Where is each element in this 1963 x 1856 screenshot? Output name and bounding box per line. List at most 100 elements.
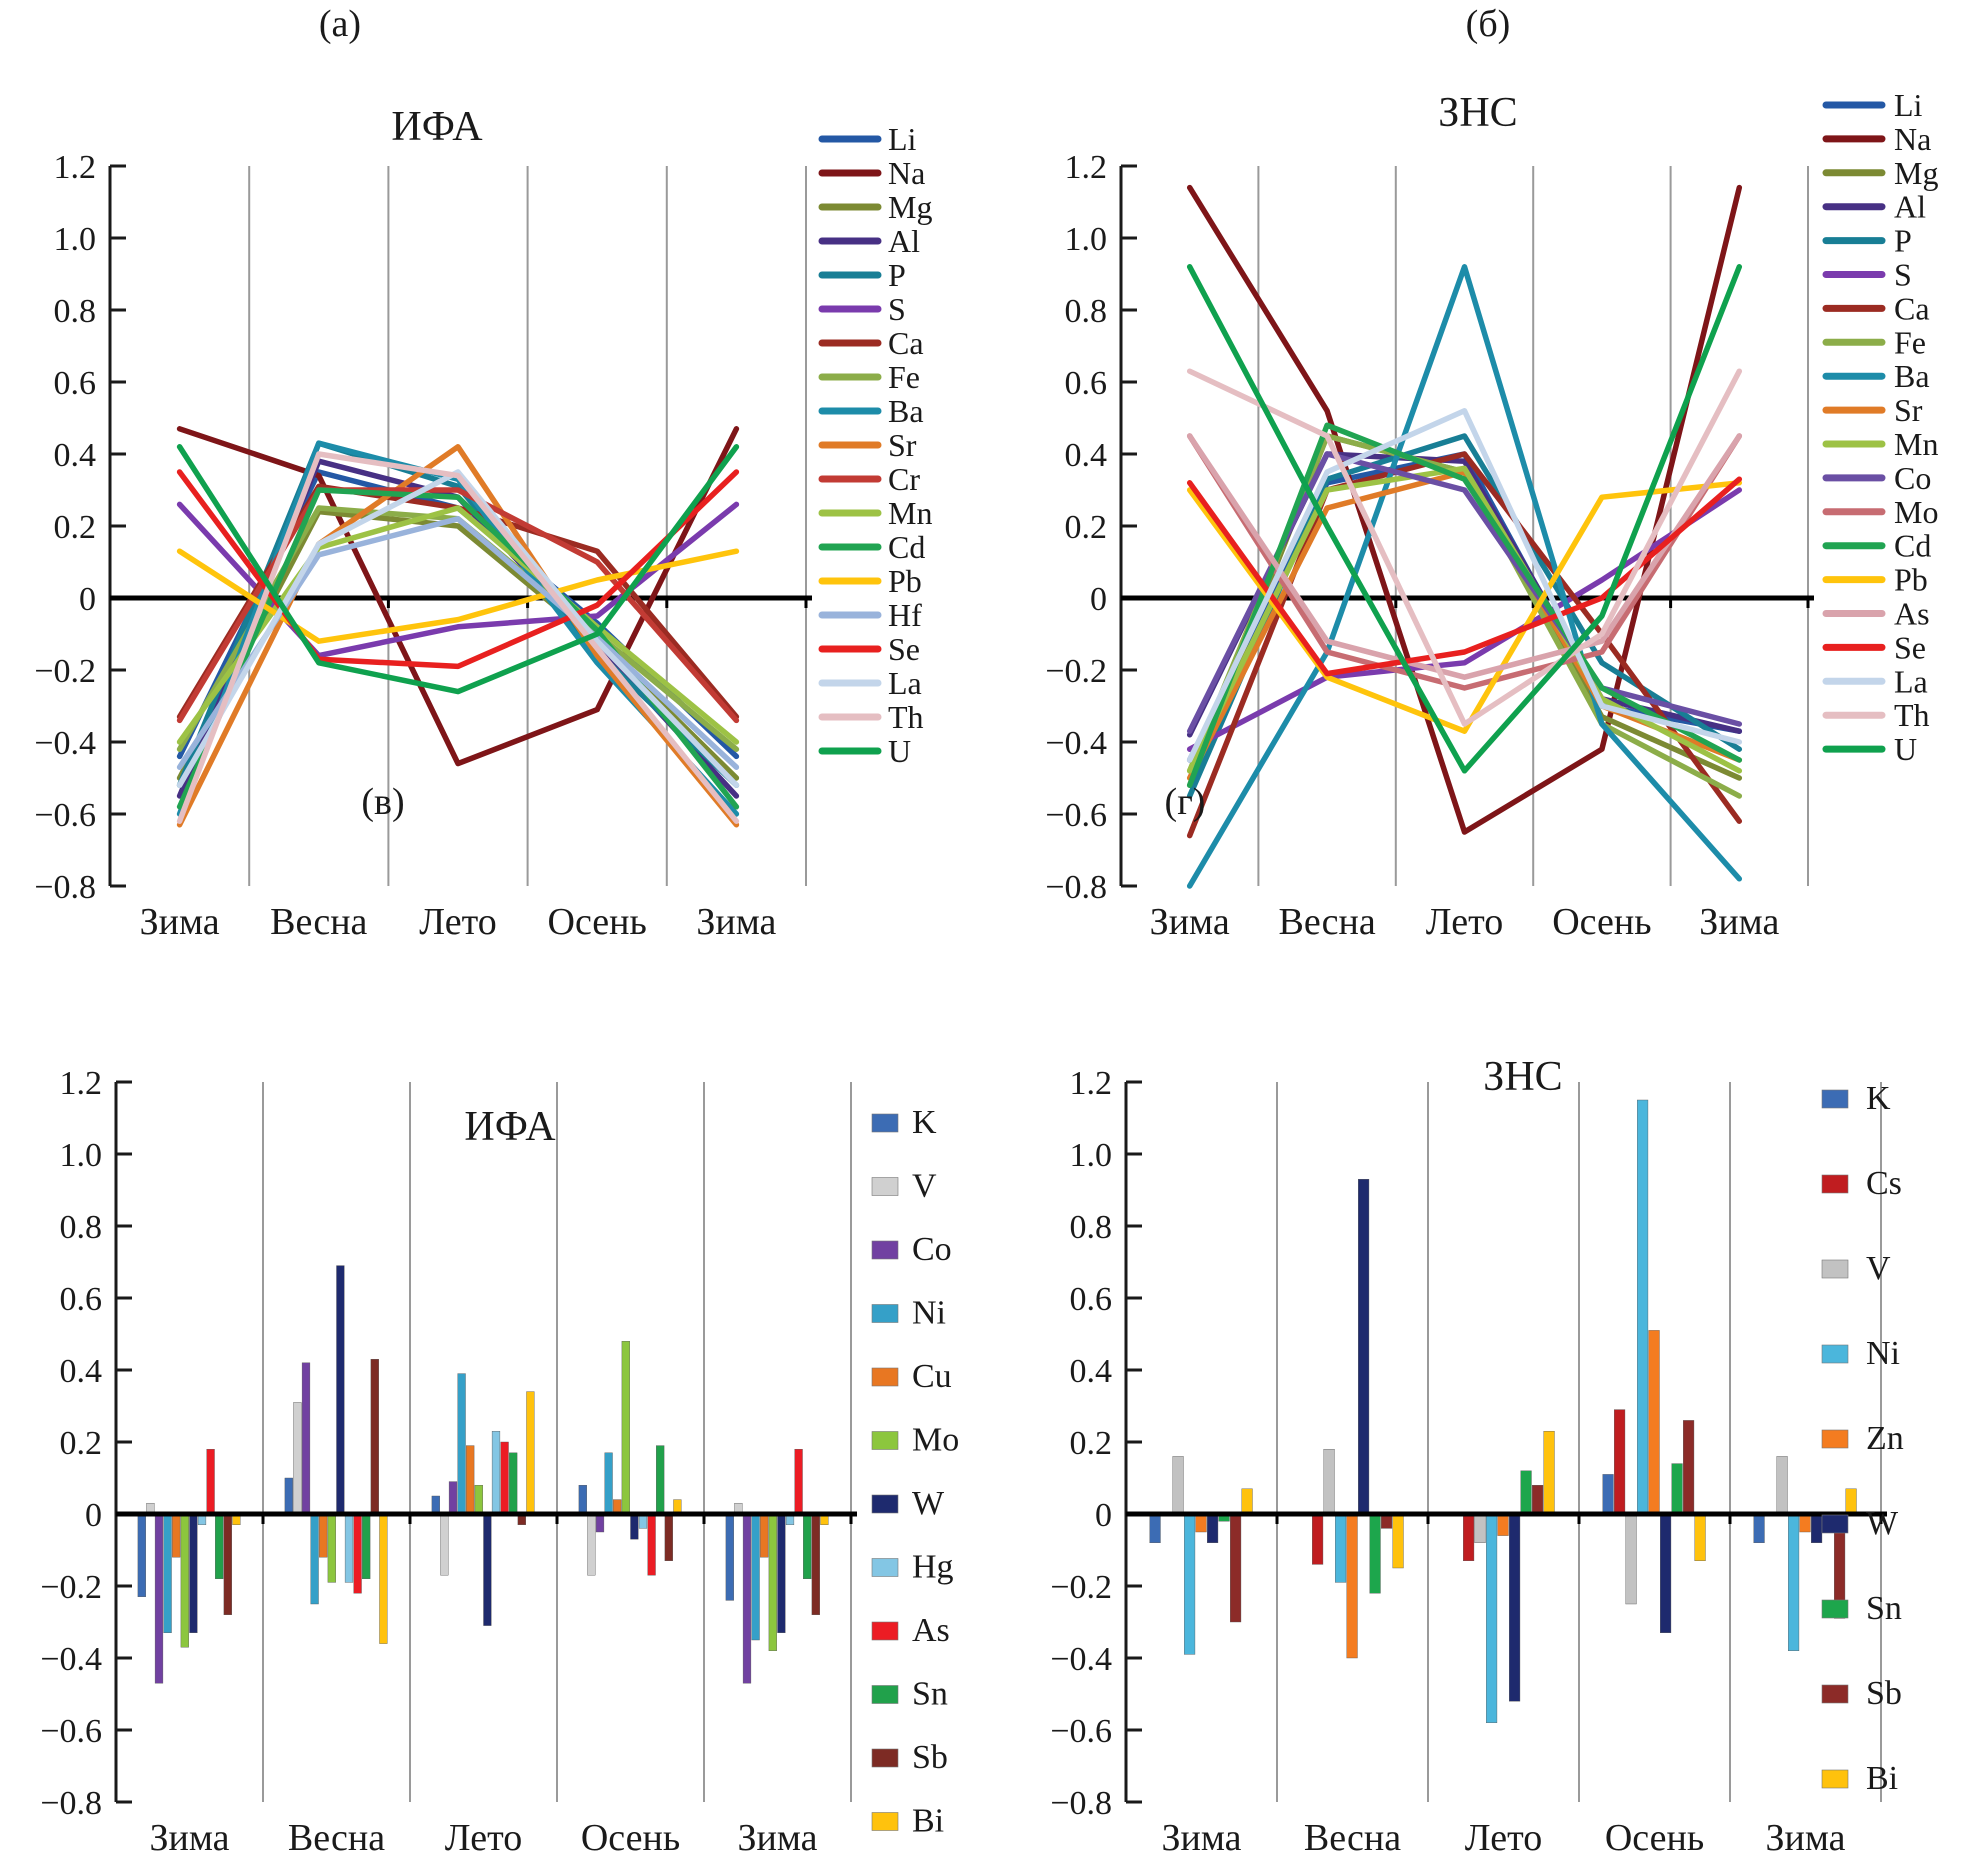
y-tick-label: 1.0 — [1065, 221, 1108, 258]
line-series-Ba — [1186, 264, 1743, 889]
bar-Cu — [319, 1513, 328, 1558]
legend-label-P: P — [1894, 223, 1912, 259]
bar-Co — [595, 1513, 605, 1533]
legend-swatch-Bi — [871, 1812, 899, 1831]
bar-Zn — [1497, 1513, 1509, 1536]
line-series-U — [1186, 264, 1743, 774]
bar-Ni — [1637, 1099, 1649, 1515]
legend-label-Th: Th — [1894, 697, 1930, 733]
y-tick-label: 0 — [1090, 581, 1107, 618]
bar-Zn — [1648, 1330, 1660, 1515]
bar-Mo — [768, 1513, 777, 1652]
season-label: Весна — [1278, 901, 1375, 943]
bar-Zn — [1799, 1513, 1811, 1533]
y-tick-label: −0.6 — [34, 797, 96, 834]
bar-K — [431, 1495, 440, 1515]
legend-label-Mg: Mg — [888, 189, 932, 225]
legend-swatch-As — [871, 1621, 899, 1641]
legend-label-Hg: Hg — [912, 1549, 954, 1586]
legend-label-La: La — [1894, 663, 1928, 699]
bar-Bi — [1392, 1513, 1404, 1569]
legend-label-P: P — [888, 257, 906, 293]
legend-label-S: S — [888, 291, 906, 327]
panel-d-title: ЗНС — [1483, 1054, 1562, 1100]
legend-swatch-W — [1821, 1514, 1849, 1534]
bar-Sn — [1369, 1513, 1381, 1594]
legend-swatch-Cs — [1821, 1174, 1849, 1194]
bar-K — [1602, 1474, 1614, 1515]
y-tick-label: −0.4 — [34, 725, 96, 762]
bar-Ni — [604, 1452, 613, 1515]
bar-Sb — [1230, 1513, 1242, 1623]
bar-Cu — [172, 1513, 181, 1558]
legend-label-U: U — [1894, 731, 1917, 767]
bar-V — [440, 1513, 449, 1576]
y-tick-label: −0.2 — [1045, 653, 1107, 690]
season-label: Весна — [288, 1817, 385, 1856]
legend-label-Al: Al — [1894, 189, 1926, 225]
bar-Cu — [760, 1513, 769, 1558]
y-tick-label: 1.0 — [60, 1137, 103, 1174]
line-series-Cr — [176, 487, 740, 724]
bar-Bi — [379, 1513, 388, 1644]
y-tick-label: −0.4 — [40, 1641, 102, 1678]
line-series-Mo — [1186, 433, 1743, 691]
legend-swatch-Sb — [871, 1748, 899, 1768]
legend-label-Pb: Pb — [888, 563, 922, 599]
legend-label-W: W — [912, 1485, 945, 1522]
legend-label-Mo: Mo — [1894, 494, 1938, 530]
y-tick-label: 0.2 — [54, 509, 97, 546]
bar-W — [777, 1513, 786, 1634]
bar-Sn — [362, 1513, 371, 1580]
legend-label-Sr: Sr — [888, 427, 917, 463]
bar-Bi — [1241, 1488, 1253, 1515]
legend-label-Th: Th — [888, 699, 924, 735]
bar-Cs — [1614, 1409, 1626, 1515]
bar-Co — [742, 1513, 752, 1684]
legend-label-Mn: Mn — [1894, 426, 1938, 462]
bar-V — [293, 1402, 302, 1515]
bar-W — [483, 1513, 492, 1626]
season-label: Зима — [696, 901, 776, 943]
y-tick-label: −0.4 — [1050, 1641, 1112, 1678]
legend-label-Sr: Sr — [1894, 392, 1923, 428]
bar-V — [587, 1513, 596, 1576]
legend-swatch-V — [871, 1177, 899, 1196]
bar-Ni — [1486, 1513, 1498, 1724]
bar-Ni — [457, 1373, 466, 1515]
bar-Sb — [370, 1358, 379, 1515]
bar-Sb — [811, 1513, 820, 1616]
y-tick-label: 0.2 — [60, 1425, 103, 1462]
bar-Sb — [664, 1513, 673, 1561]
legend-swatch-Hg — [871, 1558, 899, 1577]
legend-label-Bi: Bi — [912, 1803, 944, 1840]
bar-V — [1172, 1456, 1184, 1515]
legend-swatch-Sn — [1821, 1599, 1849, 1619]
y-tick-label: −0.2 — [34, 653, 96, 690]
bar-Zn — [1195, 1513, 1207, 1533]
legend-label-Pb: Pb — [1894, 562, 1928, 598]
y-tick-label: 0.6 — [60, 1281, 103, 1318]
legend-label-U: U — [888, 733, 911, 769]
bar-W — [1811, 1513, 1823, 1543]
season-label: Зима — [149, 1817, 229, 1856]
bar-V — [1323, 1448, 1335, 1515]
legend-label-Ba: Ba — [1894, 358, 1930, 394]
season-label: Зима — [1150, 901, 1230, 943]
panel-c-label: (в) — [361, 781, 404, 823]
legend-label-Cd: Cd — [1894, 528, 1931, 564]
legend-label-Cd: Cd — [888, 529, 925, 565]
panel-a-title: ИФА — [391, 104, 483, 150]
y-tick-label: 0.2 — [1070, 1425, 1113, 1462]
bar-Bi — [1694, 1513, 1706, 1561]
legend-label-Cs: Cs — [1866, 1165, 1902, 1202]
bar-K — [578, 1484, 587, 1515]
y-tick-label: 0.8 — [60, 1209, 103, 1246]
line-series-La — [1186, 408, 1743, 763]
season-label: Зима — [1765, 1817, 1845, 1856]
bar-Co — [154, 1513, 164, 1684]
bar-W — [1207, 1513, 1219, 1543]
bar-W — [1358, 1178, 1370, 1515]
legend-label-S: S — [1894, 257, 1912, 293]
bar-As — [206, 1448, 215, 1515]
